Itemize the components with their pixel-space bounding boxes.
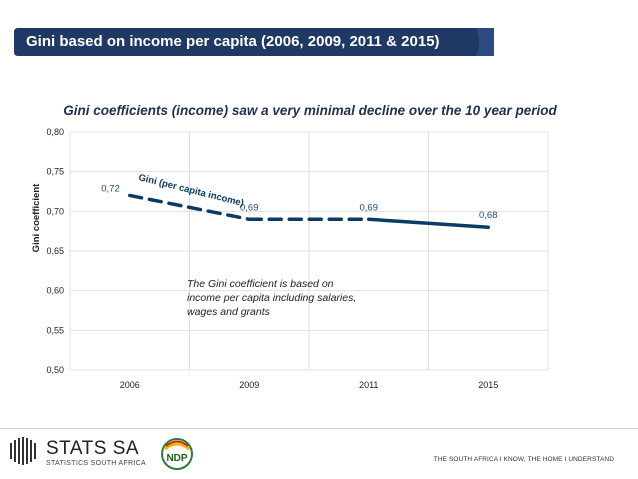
stats-sa-subname: STATISTICS SOUTH AFRICA — [46, 460, 146, 467]
stats-sa-logo: STATS SA STATISTICS SOUTH AFRICA — [8, 436, 168, 472]
line-chart: 0,50 0,55 0,60 0,65 0,70 0,75 0,80 2006 2009 2011… — [31, 127, 549, 390]
x-tick-label: 2006 — [120, 380, 140, 390]
series-segment — [367, 217, 490, 229]
y-tick-label: 0,55 — [46, 325, 64, 335]
data-label: 0,68 — [479, 210, 498, 221]
x-tick-label: 2015 — [478, 380, 498, 390]
series-layer — [128, 193, 490, 229]
series-segment — [128, 193, 251, 222]
data-label: 0,69 — [360, 202, 379, 213]
x-tick-label: 2011 — [359, 380, 378, 390]
y-tick-label: 0,50 — [46, 365, 64, 375]
data-label: 0,69 — [240, 202, 259, 213]
chart-annotation: The Gini coefficient is based on income … — [187, 278, 357, 318]
y-tick-label: 0,60 — [46, 286, 64, 296]
y-tick-label: 0,70 — [46, 206, 64, 216]
chart-title: Gini coefficients (income) saw a very mi… — [63, 103, 557, 118]
label-layer: 0,72 0,69 0,69 0,68 — [101, 183, 497, 221]
page-title: Gini based on income per capita (2006, 2… — [26, 33, 440, 50]
series-label: Gini (per capita income) — [137, 172, 245, 209]
y-tick-label: 0,80 — [46, 127, 64, 137]
footer-divider — [0, 428, 638, 429]
stats-sa-name: STATS SA — [46, 438, 140, 459]
grid-layer — [69, 131, 549, 371]
ndp-label: NDP — [166, 453, 187, 464]
y-axis-title: Gini coefficient — [31, 183, 42, 252]
y-tick-label: 0,75 — [46, 167, 64, 177]
stats-sa-emblem-icon — [10, 437, 36, 465]
axis-layer: 0,50 0,55 0,60 0,65 0,70 0,75 0,80 2006 2009 2011… — [46, 127, 498, 390]
banner-shape — [14, 28, 494, 56]
y-tick-label: 0,65 — [46, 246, 64, 256]
tagline: THE SOUTH AFRICA I KNOW, THE HOME I UNDE… — [433, 456, 614, 463]
ndp-logo-icon: NDP — [161, 438, 193, 470]
title-banner: Gini based on income per capita (2006, 2… — [14, 28, 494, 56]
x-tick-label: 2009 — [239, 380, 259, 390]
data-label: 0,72 — [101, 183, 120, 194]
